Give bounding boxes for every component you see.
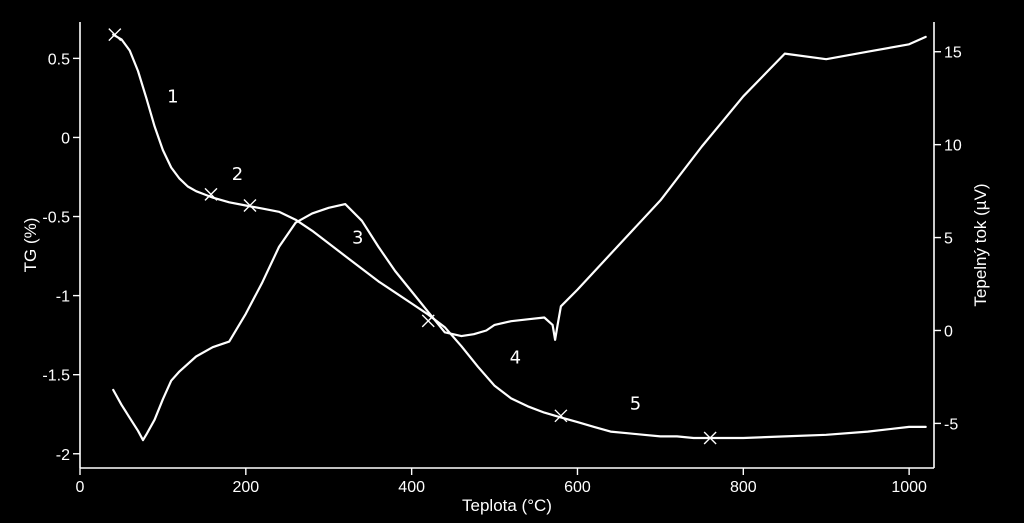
y-axis-right-title: Tepelný tok (µV) (971, 183, 990, 306)
tg-curve (112, 33, 927, 440)
cross-marker (554, 409, 568, 423)
y-right-tick-label: 15 (944, 45, 962, 62)
step-label: 3 (352, 227, 363, 248)
cross-marker (703, 431, 717, 445)
y-left-tick-label: -1.5 (42, 368, 70, 385)
y-axis-left-title: TG (%) (21, 218, 40, 273)
y-right-tick-label: 10 (944, 138, 962, 155)
curves (112, 33, 927, 442)
step-label: 1 (167, 87, 178, 108)
cross-marker (243, 198, 257, 212)
cross-marker (421, 314, 435, 328)
y-left-tick-label: 0 (61, 130, 70, 147)
x-tick-label: 800 (730, 479, 757, 496)
heat-flow-curve (112, 35, 927, 442)
x-tick-label: 0 (76, 479, 85, 496)
y-right-tick-label: 5 (944, 231, 953, 248)
annotations: 1 2 3 4 5 (167, 87, 641, 415)
y-right-tick-label: -5 (944, 416, 958, 433)
y-left-tick-label: 0.5 (48, 51, 70, 68)
cross-marker (108, 28, 122, 42)
cross-marker (204, 187, 218, 201)
x-tick-label: 1000 (891, 479, 927, 496)
y-left-tick-label: -1 (56, 289, 70, 306)
y-left-tick-label: -2 (56, 447, 70, 464)
step-label: 5 (630, 393, 641, 414)
x-tick-label: 400 (398, 479, 425, 496)
x-tick-label: 200 (232, 479, 259, 496)
step-label: 4 (510, 348, 521, 369)
axes (79, 22, 935, 469)
y-right-tick-label: 0 (944, 323, 953, 340)
step-label: 2 (232, 164, 243, 185)
ticks: 0 200 400 600 800 10000.50-0.5-1-1.5-2151050-… (42, 45, 961, 496)
x-tick-label: 600 (564, 479, 591, 496)
cross-markers (108, 28, 717, 445)
x-axis-title: Teplota (°C) (462, 496, 552, 515)
y-left-tick-label: -0.5 (42, 210, 70, 227)
